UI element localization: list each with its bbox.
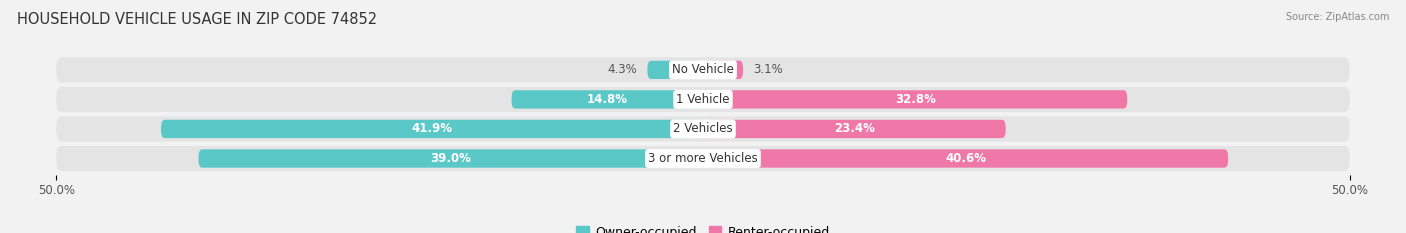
FancyBboxPatch shape [56, 116, 1350, 141]
FancyBboxPatch shape [512, 90, 703, 109]
FancyBboxPatch shape [703, 61, 744, 79]
Text: 23.4%: 23.4% [834, 123, 875, 135]
Text: 3 or more Vehicles: 3 or more Vehicles [648, 152, 758, 165]
Text: 1 Vehicle: 1 Vehicle [676, 93, 730, 106]
Text: No Vehicle: No Vehicle [672, 63, 734, 76]
Text: 40.6%: 40.6% [945, 152, 986, 165]
FancyBboxPatch shape [162, 120, 703, 138]
Text: 2 Vehicles: 2 Vehicles [673, 123, 733, 135]
FancyBboxPatch shape [703, 120, 1005, 138]
Legend: Owner-occupied, Renter-occupied: Owner-occupied, Renter-occupied [571, 221, 835, 233]
FancyBboxPatch shape [703, 90, 1128, 109]
Text: 4.3%: 4.3% [607, 63, 637, 76]
Text: 32.8%: 32.8% [894, 93, 935, 106]
FancyBboxPatch shape [703, 149, 1229, 168]
Text: 14.8%: 14.8% [586, 93, 628, 106]
FancyBboxPatch shape [647, 61, 703, 79]
Text: 41.9%: 41.9% [412, 123, 453, 135]
Text: HOUSEHOLD VEHICLE USAGE IN ZIP CODE 74852: HOUSEHOLD VEHICLE USAGE IN ZIP CODE 7485… [17, 12, 377, 27]
Text: 39.0%: 39.0% [430, 152, 471, 165]
FancyBboxPatch shape [56, 146, 1350, 171]
FancyBboxPatch shape [56, 87, 1350, 112]
FancyBboxPatch shape [56, 57, 1350, 82]
FancyBboxPatch shape [198, 149, 703, 168]
Text: Source: ZipAtlas.com: Source: ZipAtlas.com [1285, 12, 1389, 22]
Text: 3.1%: 3.1% [754, 63, 783, 76]
